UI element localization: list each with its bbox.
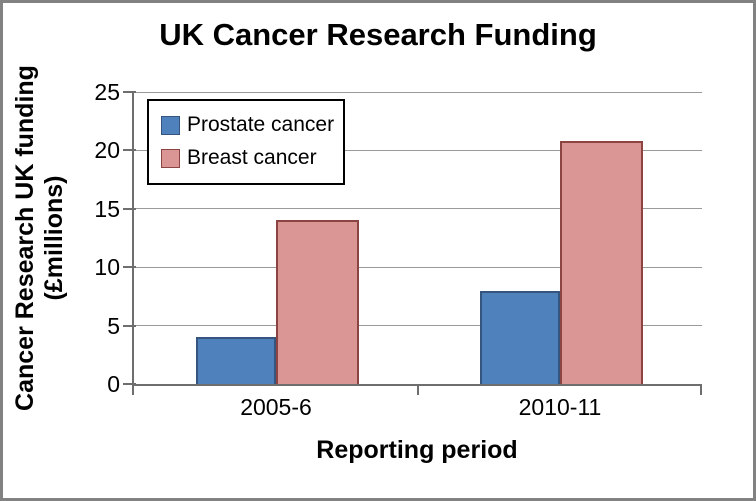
x-axis-label-2005-6: 2005-6 (240, 394, 312, 420)
gridline-25 (134, 91, 702, 93)
y-tick-label-15: 15 (94, 195, 120, 222)
bar-prostate-cancer-2005-6 (196, 337, 276, 384)
y-tick-label-5: 5 (107, 312, 120, 339)
y-tick-label-0: 0 (107, 371, 120, 397)
bar-breast-cancer-2005-6 (276, 220, 359, 384)
y-tick-5 (123, 324, 136, 327)
legend-item-prostate: Prostate cancer (161, 110, 343, 140)
chart-title: UK Cancer Research Funding (159, 17, 597, 52)
legend-label-prostate: Prostate cancer (187, 113, 335, 136)
y-tick-label-10: 10 (94, 254, 120, 281)
legend: Prostate cancer Breast cancer (147, 99, 345, 185)
x-tick-1 (417, 386, 419, 395)
y-tick-20 (123, 149, 136, 152)
y-tick-0 (123, 383, 136, 385)
y-tick-10 (123, 266, 136, 269)
x-axis-label-2010-11: 2010-11 (518, 394, 602, 420)
y-tick-25 (123, 91, 136, 93)
y-axis-title: Cancer Research UK funding (£millions) (9, 55, 71, 421)
x-axis-title: Reporting period (316, 436, 518, 464)
gridline-15 (134, 208, 702, 210)
bar-prostate-cancer-2010-11 (480, 290, 560, 384)
y-tick-label-25: 25 (94, 79, 120, 105)
gridline-20 (134, 149, 702, 151)
legend-label-breast: Breast cancer (187, 146, 317, 169)
x-tick-0 (132, 386, 134, 395)
legend-swatch-prostate (161, 115, 180, 135)
bar-breast-cancer-2010-11 (560, 141, 643, 384)
y-tick-label-20: 20 (94, 137, 120, 164)
x-tick-2 (700, 386, 702, 395)
gridline-5 (134, 325, 702, 327)
legend-item-breast: Breast cancer (161, 143, 343, 173)
plot-area: 0 5 10 15 20 25 (94, 79, 702, 397)
y-axis-title-line2: (£millions) (40, 175, 68, 301)
y-tick-15 (123, 207, 136, 210)
y-axis-title-line1: Cancer Research UK funding (11, 65, 39, 411)
legend-swatch-breast (161, 148, 180, 168)
gridline-10 (134, 266, 702, 268)
